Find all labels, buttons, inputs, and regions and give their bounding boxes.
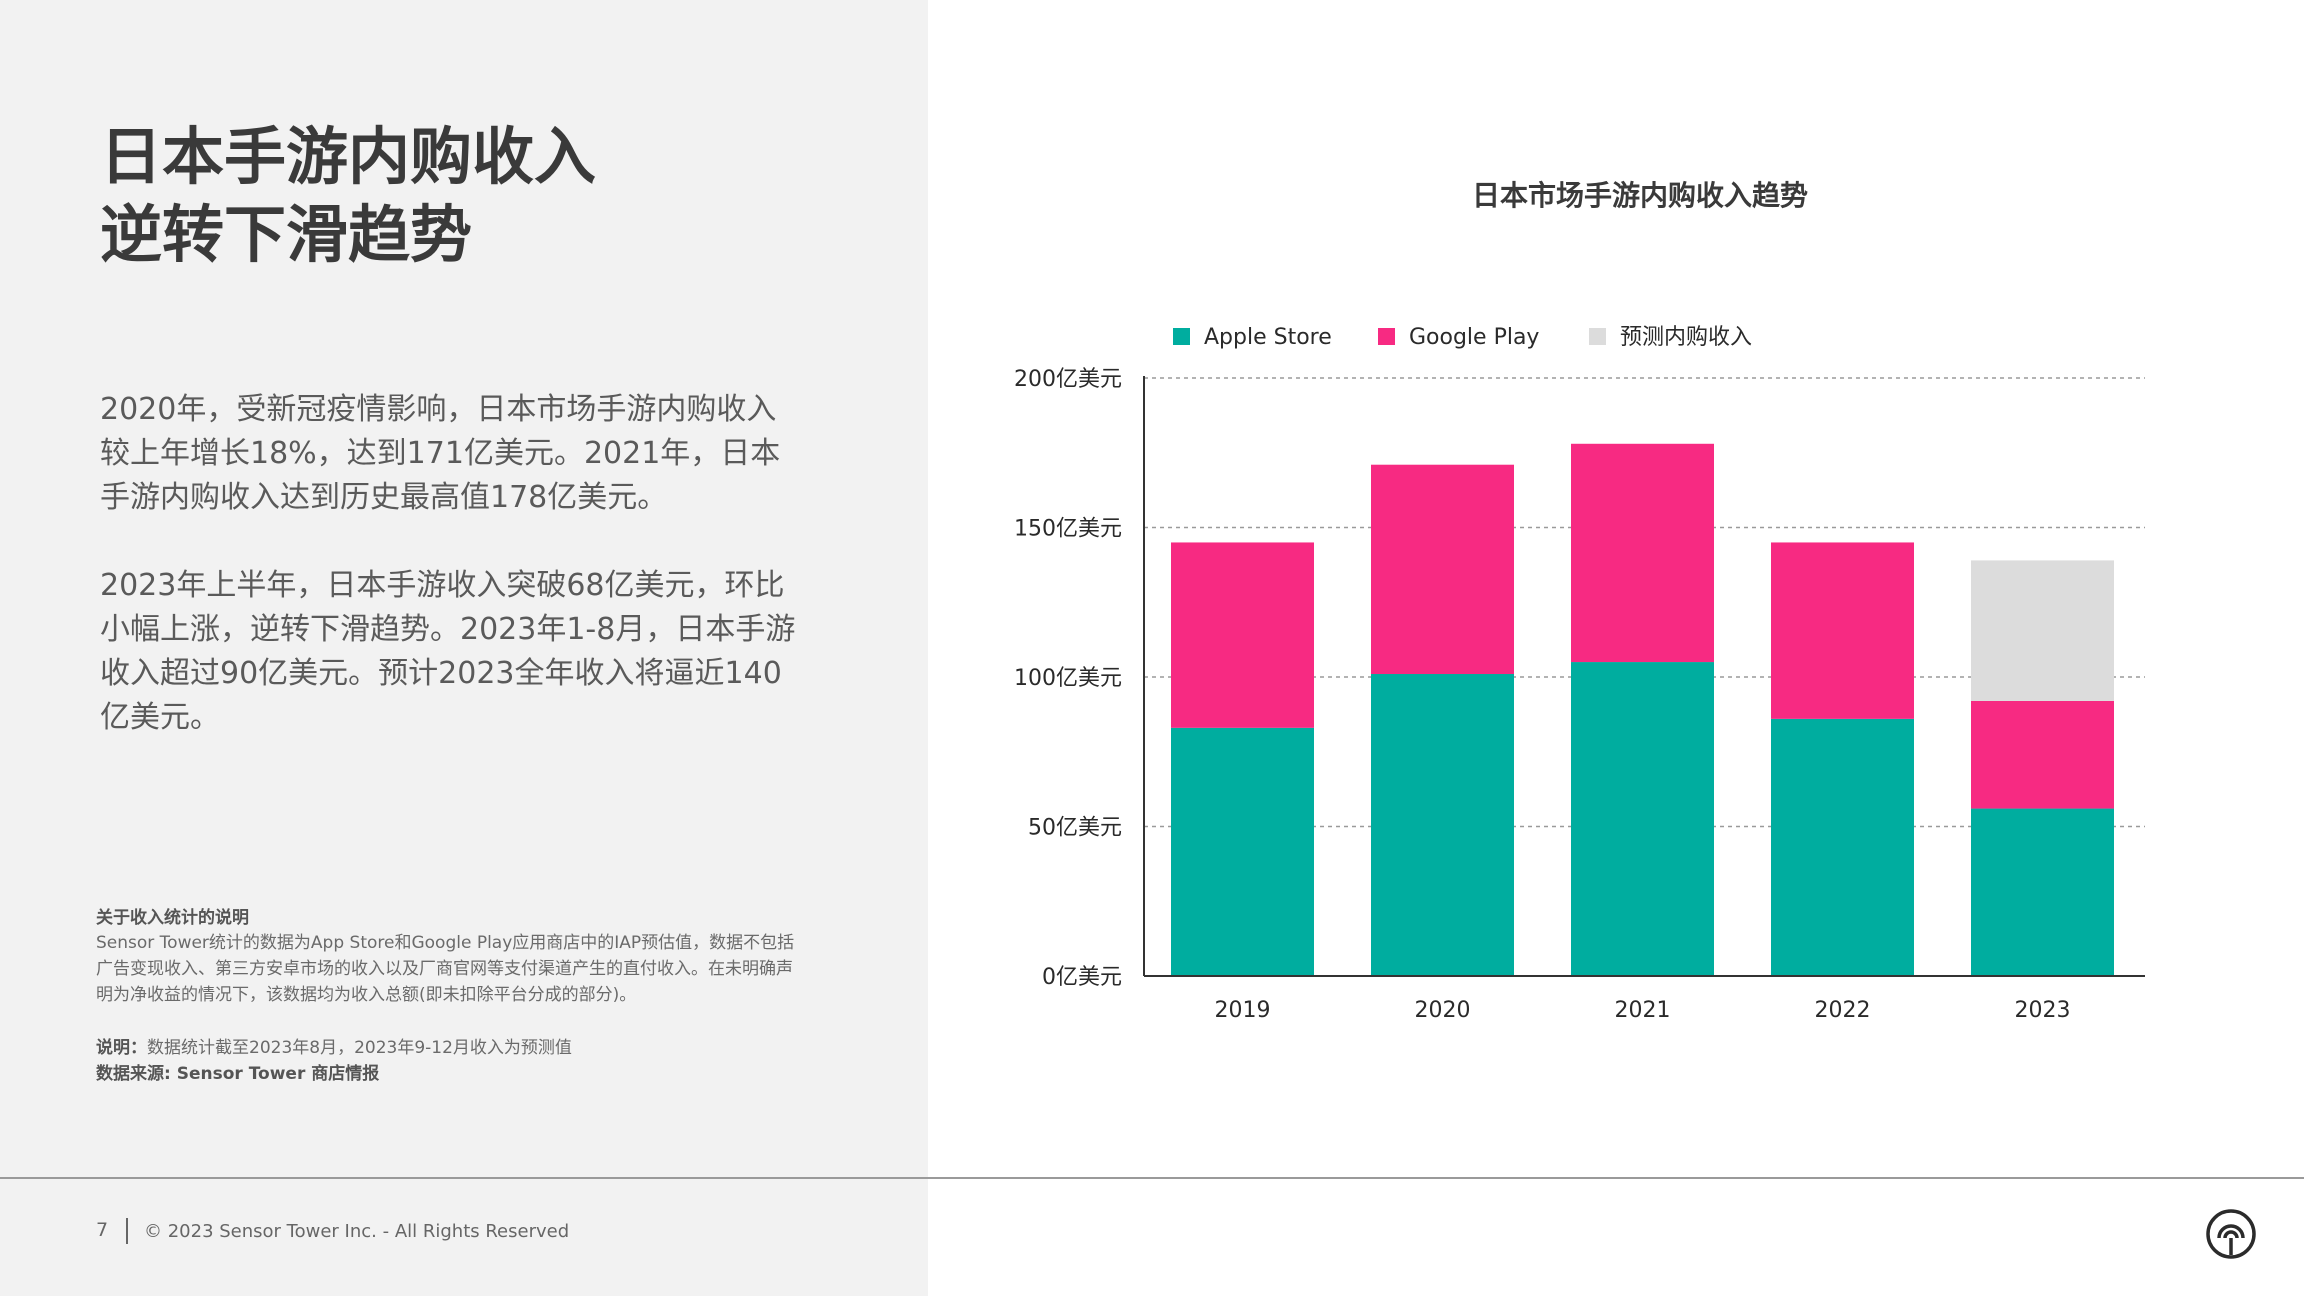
legend-label-google-play: Google Play xyxy=(1409,325,1540,350)
revenue-chart: 0亿美元 50亿美元 100亿美元 150亿美元 200亿美元 2019 2020 2021 2… xyxy=(1014,367,2145,1023)
sensor-tower-logo-icon xyxy=(2206,1209,2256,1259)
bar-google-play-2021 xyxy=(1571,443,1714,663)
chart-title: 日本市场手游内购收入趋势 xyxy=(1471,179,1808,212)
legend-item-google-play: Google Play xyxy=(1378,324,1539,352)
note-title: 关于收入统计的说明 xyxy=(96,908,249,928)
footer-separator xyxy=(126,1218,128,1244)
bar-google-play-2022 xyxy=(1771,542,1914,719)
bar-google-play-2019 xyxy=(1171,542,1314,728)
bar-apple-store-2023 xyxy=(1971,808,2114,976)
legend-item-apple-store: Apple Store xyxy=(1173,324,1332,352)
bar-apple-store-2020 xyxy=(1371,674,1514,976)
footer-divider xyxy=(0,1177,2304,1179)
legend-item-forecast: 预测内购收入 xyxy=(1589,324,1752,352)
note-explanation: 说明：数据统计截至2023年8月，2023年9-12月收入为预测值 xyxy=(96,1035,806,1061)
legend-label-apple-store: Apple Store xyxy=(1204,325,1332,350)
slide-heading: 日本手游内购收入 逆转下滑趋势 xyxy=(100,118,860,274)
legend-label-forecast: 预测内购收入 xyxy=(1620,325,1753,350)
bar-apple-store-2021 xyxy=(1571,662,1714,976)
legend-swatch-apple-store xyxy=(1173,327,1190,345)
x-tick-label: 2021 xyxy=(1615,998,1671,1023)
note-body: Sensor Tower统计的数据为App Store和Google Play应… xyxy=(96,933,795,1005)
copyright-text: © 2023 Sensor Tower Inc. - All Rights Re… xyxy=(144,1221,570,1242)
bar-apple-store-2022 xyxy=(1771,718,1914,976)
bar-google-play-2020 xyxy=(1371,464,1514,675)
heading-line-2: 逆转下滑趋势 xyxy=(100,198,473,271)
note-explanation-text: 数据统计截至2023年8月，2023年9-12月收入为预测值 xyxy=(147,1038,572,1058)
y-tick-label: 200亿美元 xyxy=(1014,367,1122,392)
heading-line-1: 日本手游内购收入 xyxy=(100,120,597,193)
bar-apple-store-2019 xyxy=(1171,727,1314,976)
bar-google-play-2023 xyxy=(1971,700,2114,809)
y-tick-label: 0亿美元 xyxy=(1042,965,1122,990)
x-tick-label: 2020 xyxy=(1415,998,1471,1023)
x-tick-label: 2022 xyxy=(1815,998,1871,1023)
y-tick-label: 50亿美元 xyxy=(1028,816,1122,841)
left-panel xyxy=(0,0,928,1296)
page-number: 7 xyxy=(96,1219,109,1241)
x-tick-label: 2023 xyxy=(2015,998,2071,1023)
x-tick-label: 2019 xyxy=(1215,998,1271,1023)
legend-swatch-google-play xyxy=(1378,327,1395,345)
note-explanation-label: 说明： xyxy=(96,1038,147,1058)
body-paragraph-1: 2020年，受新冠疫情影响，日本市场手游内购收入较上年增长18%，达到171亿美… xyxy=(100,392,781,515)
y-tick-label: 150亿美元 xyxy=(1014,517,1122,542)
bar-预测内购收入-2023 xyxy=(1971,560,2114,701)
body-paragraph-2: 2023年上半年，日本手游收入突破68亿美元，环比小幅上涨，逆转下滑趋势。202… xyxy=(100,568,796,735)
note-source: 数据来源: Sensor Tower 商店情报 xyxy=(96,1064,380,1084)
legend-swatch-forecast xyxy=(1589,327,1606,345)
y-tick-label: 100亿美元 xyxy=(1014,666,1122,691)
